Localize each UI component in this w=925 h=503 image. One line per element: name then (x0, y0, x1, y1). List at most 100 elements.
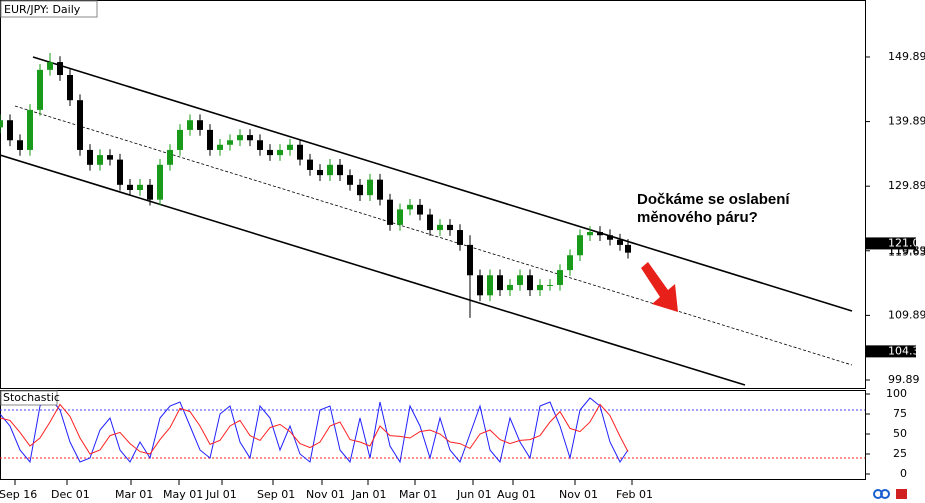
candle-body (287, 144, 293, 150)
candle-body (117, 159, 123, 185)
candle-body (437, 224, 443, 231)
candle-body (157, 164, 163, 200)
indicator-box (0, 390, 58, 406)
indicator-title: Stochastic (3, 391, 60, 404)
y-tick-label: 100 (886, 387, 907, 400)
y-tick-label: 99.89 (888, 373, 920, 386)
x-tick-label: Nov 01 (559, 488, 598, 501)
x-tick-label: May 01 (163, 488, 203, 501)
x-tick-label: Aug 01 (497, 488, 536, 501)
candle-body (47, 62, 53, 70)
price-marker-label: 121.03 (888, 236, 925, 249)
y-tick-label: 25 (893, 447, 907, 460)
candle-body (317, 169, 323, 176)
candle-body (67, 75, 73, 101)
close-icon[interactable] (896, 489, 907, 499)
candle-body (377, 179, 383, 200)
candle-body (257, 140, 263, 150)
x-tick-label: Sep 16 (0, 488, 37, 501)
candle-body (247, 135, 253, 141)
candle-body (447, 224, 453, 231)
candle-body (167, 149, 173, 165)
candle-body (567, 255, 573, 271)
candle-body (337, 164, 343, 176)
y-tick-label: 149.89 (888, 50, 925, 63)
x-tick-label: Sep 01 (257, 488, 295, 501)
stochastic-line (0, 397, 629, 464)
candle-body (557, 270, 563, 285)
candle-body (237, 135, 243, 141)
price-panel (0, 0, 866, 389)
candle-body (587, 231, 593, 236)
candle-body (367, 179, 373, 196)
candle-body (7, 120, 13, 141)
annotation: Dočkáme se oslabení (637, 191, 790, 208)
candle-body (607, 235, 613, 240)
candle-body (177, 129, 183, 150)
candle-body (625, 244, 631, 253)
x-tick-label: Nov 01 (306, 488, 345, 501)
candle-body (57, 62, 63, 76)
candle-body (187, 120, 193, 130)
candle-body (597, 231, 603, 236)
candle-body (327, 164, 333, 176)
y-tick-label: 129.89 (888, 179, 925, 192)
x-tick-label: Mar 01 (115, 488, 153, 501)
candle-body (207, 129, 213, 150)
candle-body (547, 284, 553, 286)
candle-body (497, 275, 503, 291)
x-tick-label: Jan 01 (351, 488, 386, 501)
down-arrow (641, 262, 678, 312)
candle-body (227, 140, 233, 145)
chart-title: EUR/JPY: Daily (4, 3, 81, 16)
candle-body (87, 149, 93, 165)
candle-body (397, 209, 403, 225)
candle-body (417, 204, 423, 215)
candle-body (357, 184, 363, 196)
candle-body (37, 69, 43, 110)
candle-body (77, 100, 83, 150)
candle-body (267, 149, 273, 156)
candle-body (477, 275, 483, 296)
footer-icons[interactable] (873, 489, 907, 499)
candle-body (197, 120, 203, 130)
y-tick-label: 75 (893, 407, 907, 420)
candle-body (277, 149, 283, 156)
candle-body (527, 275, 533, 291)
candle-body (427, 214, 433, 231)
candle-body (537, 284, 543, 291)
price-marker-box (866, 237, 916, 250)
candle-body (517, 275, 523, 285)
y-tick-label: 109.89 (888, 308, 925, 321)
price-marker-label: 104.32 (888, 344, 925, 357)
y-tick-label: 139.89 (888, 115, 925, 128)
trendline (32, 56, 853, 312)
link-icon[interactable] (880, 489, 890, 499)
candle-body (487, 275, 493, 296)
candle-body (97, 155, 103, 165)
candle-body (577, 235, 583, 256)
candle-body (27, 109, 33, 150)
candle-body (467, 244, 473, 276)
x-tick-label: Dec 01 (51, 488, 90, 501)
price-marker-label: 119.63 (888, 245, 925, 258)
candle-body (387, 199, 393, 225)
y-tick-label: 0 (900, 467, 907, 480)
title-box (0, 0, 98, 18)
stochastic-panel (0, 390, 866, 480)
candle-body (0, 120, 3, 128)
candle-body (617, 239, 623, 245)
x-tick-label: Jul 01 (205, 488, 237, 501)
price-marker-box (866, 345, 916, 358)
candle-body (127, 184, 133, 190)
candle-body (297, 144, 303, 160)
candle-body (307, 159, 313, 170)
trendline (0, 154, 746, 386)
y-tick-label: 50 (893, 427, 907, 440)
x-tick-label: Mar 01 (399, 488, 437, 501)
candle-body (507, 284, 513, 291)
candle-body (457, 230, 463, 245)
annotation: měnového páru? (637, 209, 758, 226)
x-tick-label: Jun 01 (456, 488, 492, 501)
